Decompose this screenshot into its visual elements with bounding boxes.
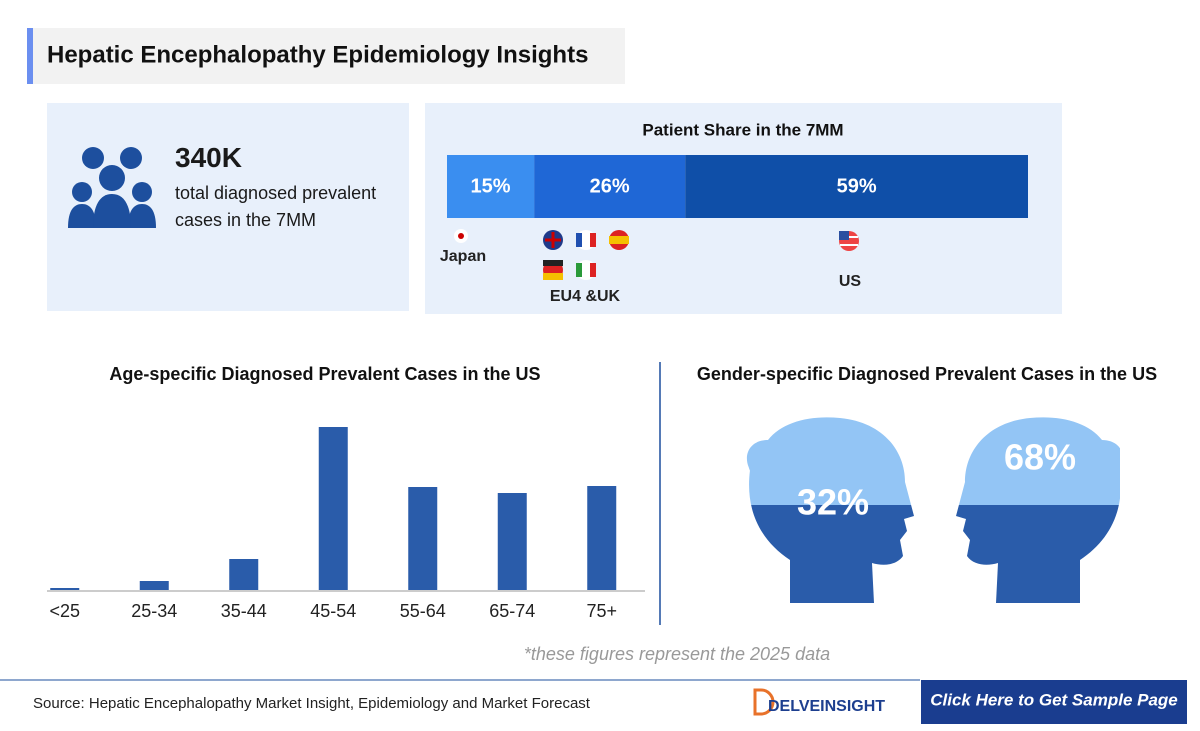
bar <box>587 486 617 590</box>
title-accent <box>27 28 33 84</box>
x-tick-label: 75+ <box>586 601 617 621</box>
summary: 340K total diagnosed prevalent cases in … <box>175 142 405 234</box>
people-icon <box>68 147 156 228</box>
share-segment <box>685 155 1028 218</box>
x-tick-label: 55-64 <box>400 601 446 621</box>
page-title: Hepatic Encephalopathy Epidemiology Insi… <box>47 41 588 68</box>
summary-text: total diagnosed prevalent cases in the 7… <box>175 183 377 230</box>
x-tick-label: <25 <box>49 601 80 621</box>
region-label: Japan <box>440 248 486 265</box>
bar <box>50 588 80 590</box>
share-label: 59% <box>837 175 877 197</box>
logo: DELVEINSIGHT <box>768 698 885 715</box>
x-tick-label: 45-54 <box>310 601 356 621</box>
x-tick-label: 25-34 <box>131 601 177 621</box>
bar <box>139 581 169 590</box>
x-tick-label: 35-44 <box>221 601 267 621</box>
chart-title: Age-specific Diagnosed Prevalent Cases i… <box>109 364 540 384</box>
x-tick-label: 65-74 <box>489 601 535 621</box>
bar <box>229 559 259 590</box>
region-label: US <box>839 273 862 290</box>
chart-title: Patient Share in the 7MM <box>642 120 843 139</box>
bar <box>318 427 348 590</box>
bar <box>497 493 527 590</box>
flags <box>454 229 859 280</box>
source: Source: Hepatic Encephalopathy Market In… <box>33 695 591 712</box>
bar <box>408 487 438 590</box>
title-box <box>27 28 625 84</box>
head-label: 32% <box>797 482 869 523</box>
footnote: *these figures represent the 2025 data <box>524 644 830 664</box>
share-label: 26% <box>590 175 630 197</box>
share-label: 15% <box>471 175 511 197</box>
share-segment <box>534 155 686 218</box>
logo-mark <box>753 688 775 716</box>
cta-button[interactable] <box>921 680 1187 724</box>
head-label: 68% <box>1004 437 1076 478</box>
region-label: EU4 &UK <box>550 288 621 305</box>
cta-label[interactable]: Click Here to Get Sample Page <box>930 690 1178 709</box>
share-segment <box>447 155 535 218</box>
summary-value: 340K <box>175 142 242 173</box>
chart-title: Gender-specific Diagnosed Prevalent Case… <box>697 364 1157 384</box>
